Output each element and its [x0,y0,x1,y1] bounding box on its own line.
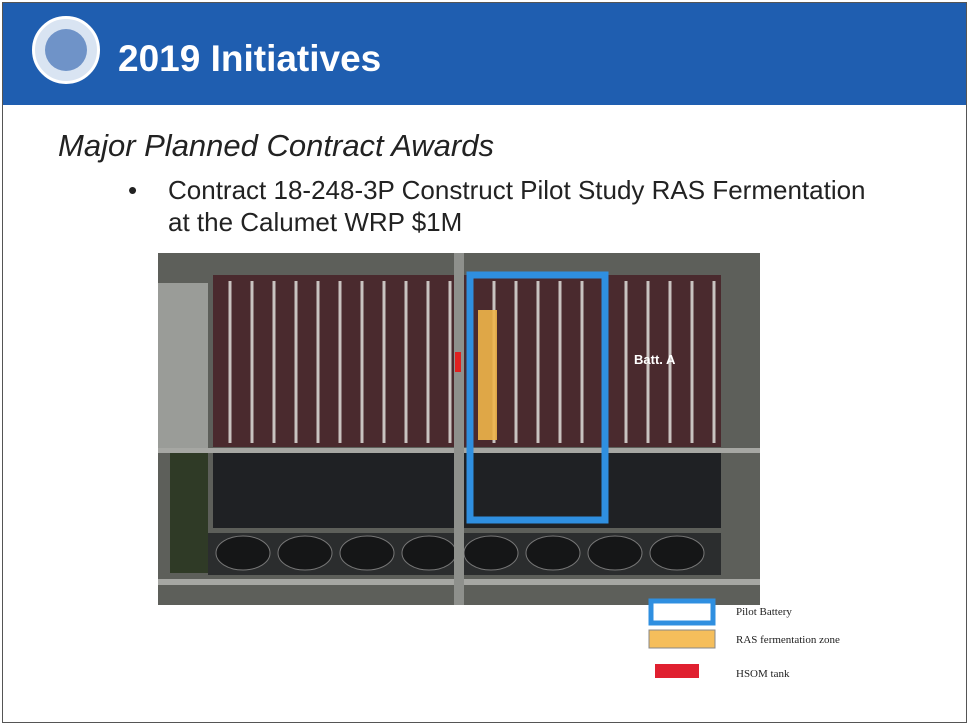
title: 2019 Initiatives [118,38,382,79]
clarifier [649,535,705,571]
image-label: Batt. A [634,352,676,367]
heading: Major Planned Contract Awards [58,128,494,163]
clarifier [339,535,395,571]
clarifier [277,535,333,571]
legend-label: HSOM tank [736,668,790,680]
bullet: Contract 18-248-3P Construct Pilot Study… [128,174,868,238]
clarifier [587,535,643,571]
clarifier [463,535,519,571]
clarifier [401,535,457,571]
clarifier [215,535,271,571]
clarifier [525,535,581,571]
header-bar [3,3,966,105]
aerial-image [158,253,760,605]
logo [32,16,100,84]
swatch-hsom [655,664,699,678]
legend-swatches [648,598,716,678]
legend-label: Pilot Battery [736,606,792,618]
legend-label: RAS fermentation zone [736,634,840,646]
swatch-ras [648,629,716,649]
swatch-pilot [648,598,716,626]
